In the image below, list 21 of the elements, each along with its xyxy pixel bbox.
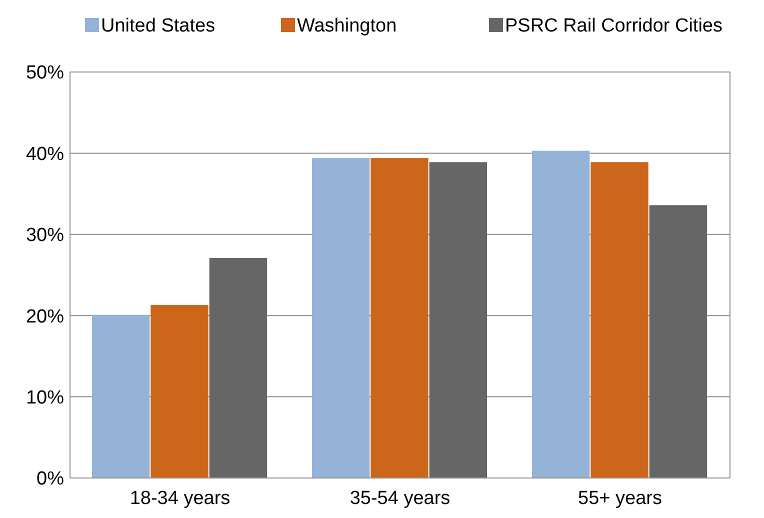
bar	[429, 162, 487, 478]
legend-label: Washington	[297, 16, 397, 37]
y-tick-label: 0%	[36, 468, 64, 490]
x-tick-label: 18-34 years	[130, 488, 230, 509]
x-tick-label: 35-54 years	[350, 488, 450, 509]
bar	[590, 162, 648, 478]
bar	[370, 158, 428, 478]
y-tick-label: 30%	[26, 225, 64, 246]
bar	[532, 150, 590, 478]
y-tick-label: 20%	[26, 306, 64, 328]
bar	[209, 258, 267, 478]
y-tick-label: 10%	[26, 387, 64, 408]
bar	[150, 305, 208, 478]
bar	[649, 205, 707, 478]
legend-label: United States	[101, 16, 216, 37]
legend-label: PSRC Rail Corridor Cities	[505, 16, 722, 37]
bar	[312, 158, 370, 478]
x-tick-label: 55+ years	[578, 488, 662, 509]
bar	[92, 314, 150, 478]
y-tick-label: 50%	[26, 62, 64, 84]
y-tick-label: 40%	[26, 144, 64, 165]
